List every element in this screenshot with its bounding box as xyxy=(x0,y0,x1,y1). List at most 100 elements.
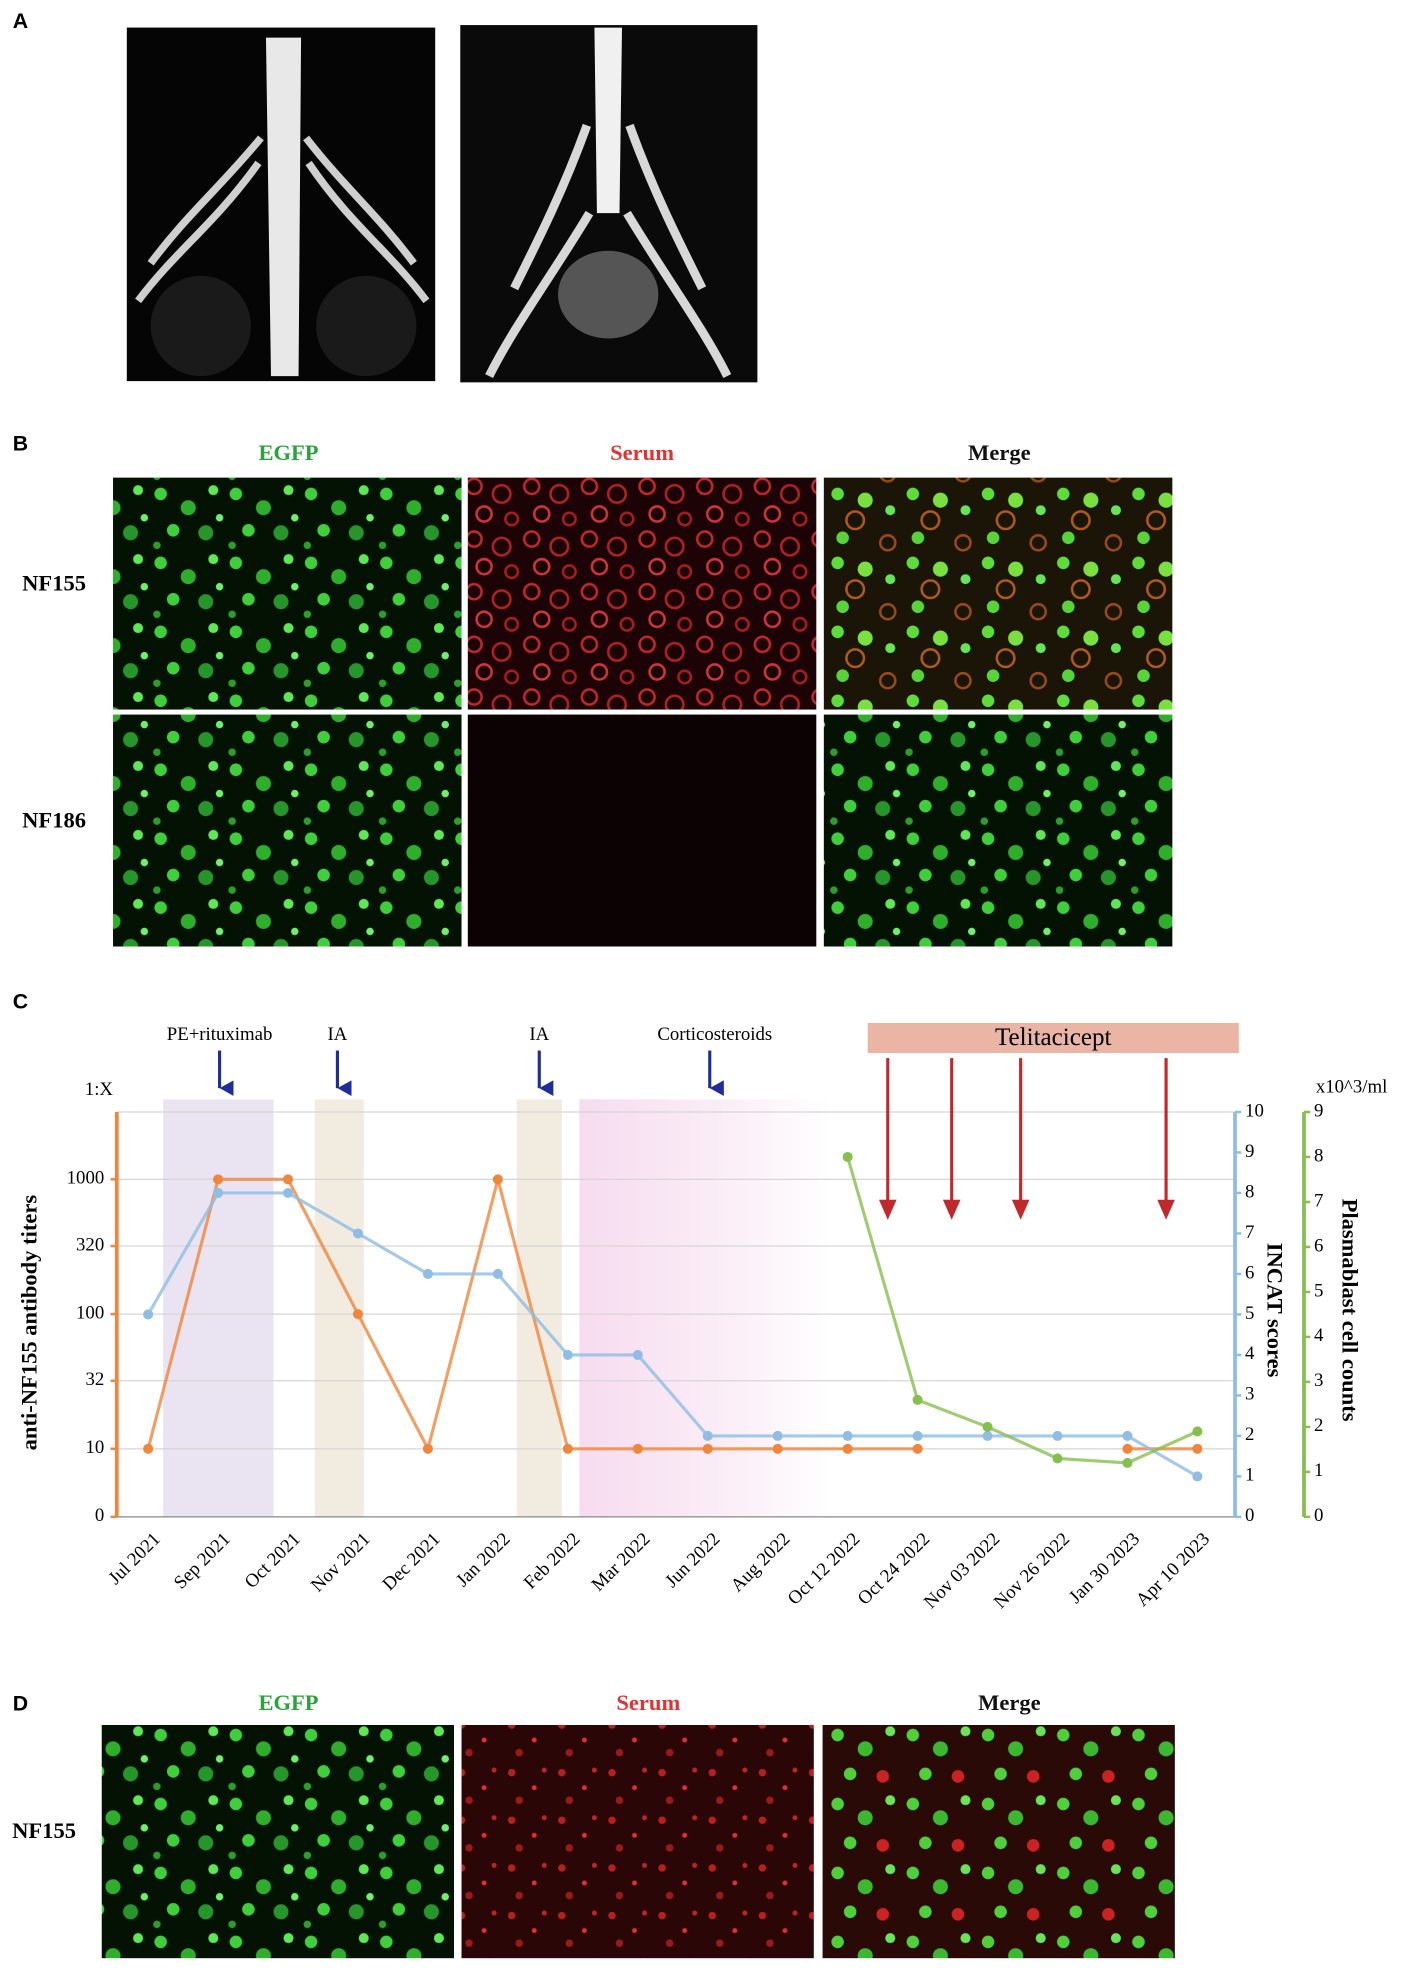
y-tick-label: 2 xyxy=(1314,1415,1323,1436)
treatment-period xyxy=(163,1099,274,1517)
y-tick-label: 6 xyxy=(1245,1262,1254,1283)
y-tick-label: 7 xyxy=(1245,1222,1254,1243)
y-tick-label: 1000 xyxy=(67,1168,105,1189)
data-point xyxy=(702,1430,713,1441)
y-tick-label: 5 xyxy=(1314,1280,1323,1301)
x-tick-label: Aug 2022 xyxy=(727,1529,795,1597)
annotation: IA xyxy=(328,1024,348,1045)
y-tick-label: 0 xyxy=(1245,1505,1254,1526)
column-header: Merge xyxy=(978,1690,1041,1715)
micrograph xyxy=(822,1725,1175,1959)
micrograph xyxy=(467,477,817,710)
data-point xyxy=(842,1151,853,1162)
micrograph xyxy=(467,714,817,947)
row-header: NF155 xyxy=(22,571,86,596)
x-tick-label: Jun 2022 xyxy=(661,1529,724,1592)
micrograph xyxy=(113,714,462,947)
data-point xyxy=(1122,1430,1133,1441)
micrograph xyxy=(823,714,1173,947)
y-tick-label: 9 xyxy=(1245,1141,1254,1162)
annotation: IA xyxy=(529,1024,549,1045)
y-tick-label: 10 xyxy=(85,1437,104,1458)
micrograph xyxy=(823,477,1173,710)
micrograph xyxy=(101,1725,455,1959)
y-tick-label: 7 xyxy=(1314,1190,1323,1211)
y-tick-label: 9 xyxy=(1314,1100,1323,1121)
data-point xyxy=(562,1443,573,1454)
y3-axis-title: Plasmablast cell counts xyxy=(1338,1199,1363,1422)
data-point xyxy=(562,1349,573,1360)
arrow-head xyxy=(1157,1199,1175,1220)
data-point xyxy=(982,1421,993,1432)
arrow-head xyxy=(942,1199,961,1220)
data-point xyxy=(842,1430,853,1441)
treatment-period xyxy=(579,1099,831,1517)
data-point xyxy=(1052,1430,1063,1441)
data-point xyxy=(1192,1426,1203,1437)
column-header: EGFP xyxy=(258,1690,318,1715)
x-tick-label: Nov 26 2022 xyxy=(990,1529,1074,1613)
x-tick-label: Oct 12 2022 xyxy=(784,1529,865,1610)
data-point xyxy=(912,1430,923,1441)
column-header: EGFP xyxy=(258,440,318,465)
panel-label: B xyxy=(13,432,28,456)
panel-label: A xyxy=(13,9,28,33)
row-header: NF186 xyxy=(22,808,86,833)
annotation-box xyxy=(867,1022,1239,1054)
data-point xyxy=(772,1443,783,1454)
data-point xyxy=(912,1394,923,1405)
data-point xyxy=(1122,1457,1133,1468)
y-tick-label: 8 xyxy=(1245,1181,1254,1202)
panel-label: D xyxy=(13,1692,28,1716)
y-tick-label: 5 xyxy=(1245,1303,1254,1324)
mri-image xyxy=(460,25,758,383)
data-point xyxy=(1192,1471,1203,1482)
data-point xyxy=(842,1443,853,1454)
arrow-head xyxy=(1011,1199,1030,1220)
y-tick-label: 10 xyxy=(1245,1100,1264,1121)
x-tick-label: Feb 2022 xyxy=(520,1529,585,1594)
data-point xyxy=(283,1174,294,1185)
micrograph xyxy=(113,477,462,710)
data-point xyxy=(352,1309,363,1320)
annotation: Telitacicept xyxy=(995,1024,1112,1051)
arrow-head xyxy=(878,1199,897,1220)
data-point xyxy=(632,1443,643,1454)
series-line xyxy=(146,1191,1199,1478)
x-tick-label: Apr 10 2023 xyxy=(1132,1529,1214,1611)
data-point xyxy=(1192,1443,1203,1454)
data-point xyxy=(982,1430,993,1441)
x-tick-label: Dec 2021 xyxy=(378,1529,444,1595)
y-tick-label: 100 xyxy=(76,1302,104,1323)
data-point xyxy=(492,1174,503,1185)
data-point xyxy=(352,1228,363,1239)
series-line xyxy=(846,1156,1199,1465)
data-point xyxy=(422,1443,433,1454)
y-axis-title: anti-NF155 antibody titers xyxy=(17,1195,42,1451)
data-point xyxy=(213,1174,224,1185)
column-header: Merge xyxy=(968,440,1031,465)
treatment-period xyxy=(516,1099,562,1517)
data-point xyxy=(632,1349,643,1360)
row-header: NF155 xyxy=(12,1818,76,1843)
y-tick-label: 4 xyxy=(1245,1343,1255,1364)
column-header: Serum xyxy=(616,1690,680,1715)
y3-unit: x10^3/ml xyxy=(1316,1076,1387,1097)
y-unit: 1:X xyxy=(85,1079,114,1100)
data-point xyxy=(912,1443,923,1454)
data-point xyxy=(143,1309,154,1320)
data-point xyxy=(1052,1453,1063,1464)
column-header: Serum xyxy=(610,440,674,465)
y-tick-label: 320 xyxy=(76,1234,104,1255)
y-tick-label: 1 xyxy=(1314,1460,1323,1481)
y-tick-label: 8 xyxy=(1314,1145,1323,1166)
data-point xyxy=(1122,1443,1133,1454)
annotation: Corticosteroids xyxy=(657,1024,772,1045)
data-point xyxy=(492,1268,503,1279)
data-point xyxy=(422,1268,433,1279)
data-point xyxy=(283,1187,294,1198)
y2-axis-title: INCAT scores xyxy=(1262,1243,1287,1378)
micrograph xyxy=(461,1725,814,1959)
